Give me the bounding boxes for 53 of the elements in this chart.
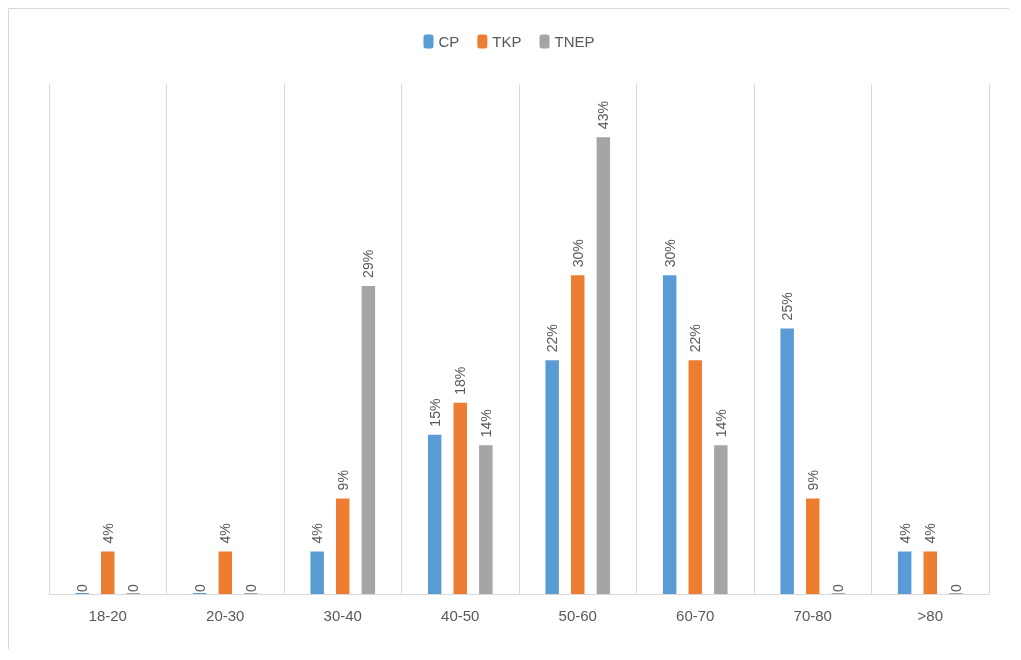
bar xyxy=(897,551,912,594)
bar xyxy=(714,445,728,594)
data-label: 0 xyxy=(242,584,259,592)
data-label: 0 xyxy=(191,584,208,592)
data-label: 29% xyxy=(360,249,377,278)
x-tick-label: 40-50 xyxy=(441,607,480,624)
x-tick-label: 18-20 xyxy=(88,607,127,624)
bar xyxy=(218,551,232,594)
data-label: 22% xyxy=(687,324,704,353)
data-label: 0 xyxy=(947,584,964,592)
bar xyxy=(780,328,794,594)
data-label: 4% xyxy=(99,523,116,544)
data-label: 4% xyxy=(896,523,913,544)
bar xyxy=(101,551,115,594)
data-label: 14% xyxy=(477,409,494,438)
legend-label: TKP xyxy=(492,33,522,50)
data-label: 18% xyxy=(452,366,469,395)
bar xyxy=(361,285,376,594)
x-tick-label: 60-70 xyxy=(676,607,715,624)
data-label: 15% xyxy=(426,398,443,427)
data-label: 25% xyxy=(779,292,796,321)
bar xyxy=(806,498,820,594)
bar xyxy=(662,275,677,594)
bar xyxy=(571,275,585,594)
data-label: 30% xyxy=(569,239,586,268)
data-label: 0 xyxy=(125,584,142,592)
data-label: 43% xyxy=(595,101,612,130)
data-label: 0 xyxy=(830,584,847,592)
bar xyxy=(310,551,324,594)
bar xyxy=(453,402,467,594)
x-tick-label: 30-40 xyxy=(323,607,362,624)
data-label: 9% xyxy=(804,470,821,491)
data-label: 4% xyxy=(309,523,326,544)
data-label: 0 xyxy=(74,584,91,592)
data-label: 4% xyxy=(922,523,939,544)
x-tick-label: 70-80 xyxy=(793,607,832,624)
bar xyxy=(427,434,442,594)
bar xyxy=(479,445,493,594)
data-label: 14% xyxy=(712,409,729,438)
x-tick-label: >80 xyxy=(917,607,943,624)
data-label: 9% xyxy=(334,470,351,491)
bar xyxy=(336,498,350,594)
bar xyxy=(545,360,559,594)
legend-label: TNEP xyxy=(554,33,595,50)
data-label: 30% xyxy=(661,239,678,268)
bar xyxy=(688,360,702,594)
data-label: 4% xyxy=(217,523,234,544)
bar xyxy=(923,551,937,594)
legend-label: CP xyxy=(438,33,460,50)
x-tick-label: 20-30 xyxy=(206,607,245,624)
data-label: 22% xyxy=(544,324,561,353)
bar xyxy=(596,137,611,594)
x-tick-label: 50-60 xyxy=(558,607,597,624)
